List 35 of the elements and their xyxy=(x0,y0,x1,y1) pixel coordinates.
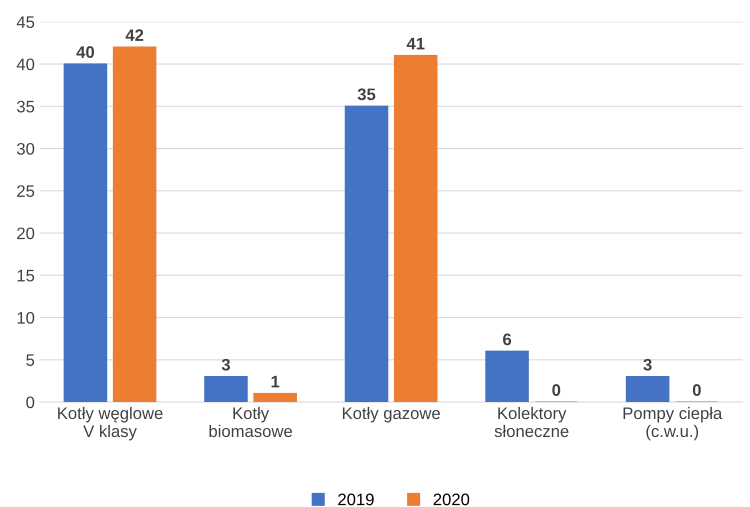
data-label: 35 xyxy=(358,88,376,100)
data-label: 1 xyxy=(272,376,280,388)
data-label: 42 xyxy=(126,29,144,41)
y-tick-label: 45 xyxy=(16,16,34,28)
legend-label: 2020 xyxy=(434,494,470,506)
x-tick-label: Pompy ciepła (c.w.u.) xyxy=(624,406,722,440)
x-tick-label: Kolektory słoneczne xyxy=(494,406,568,438)
x-tick-label: Kotły biomasowe xyxy=(210,406,292,438)
bar xyxy=(344,106,388,402)
y-tick-label: 0 xyxy=(26,396,34,408)
legend-label: 2019 xyxy=(338,494,374,506)
bar xyxy=(626,376,670,402)
y-tick-label: 30 xyxy=(16,142,34,155)
data-label: 0 xyxy=(692,384,701,396)
y-tick-label: 40 xyxy=(16,58,34,70)
bar xyxy=(394,54,438,402)
bar xyxy=(253,392,297,402)
y-tick-label: 20 xyxy=(17,227,34,240)
bar xyxy=(64,63,108,402)
y-tick-label: 25 xyxy=(17,185,34,198)
y-tick-label: 35 xyxy=(16,100,34,113)
data-label: 3 xyxy=(643,358,652,371)
data-label: 40 xyxy=(76,46,94,58)
data-label: 3 xyxy=(222,358,230,371)
x-tick-label: Kotły gazowe xyxy=(342,406,440,422)
y-tick-label: 10 xyxy=(18,312,34,324)
y-tick-label: 15 xyxy=(18,270,34,282)
bar xyxy=(485,350,529,402)
bar xyxy=(204,376,248,402)
data-label: 41 xyxy=(406,38,425,50)
data-label: 6 xyxy=(503,333,512,346)
x-tick-label: Kotły węglowe V klasy xyxy=(58,406,163,440)
y-tick-label: 5 xyxy=(26,354,34,366)
data-label: 0 xyxy=(552,384,560,396)
bar xyxy=(112,46,156,402)
